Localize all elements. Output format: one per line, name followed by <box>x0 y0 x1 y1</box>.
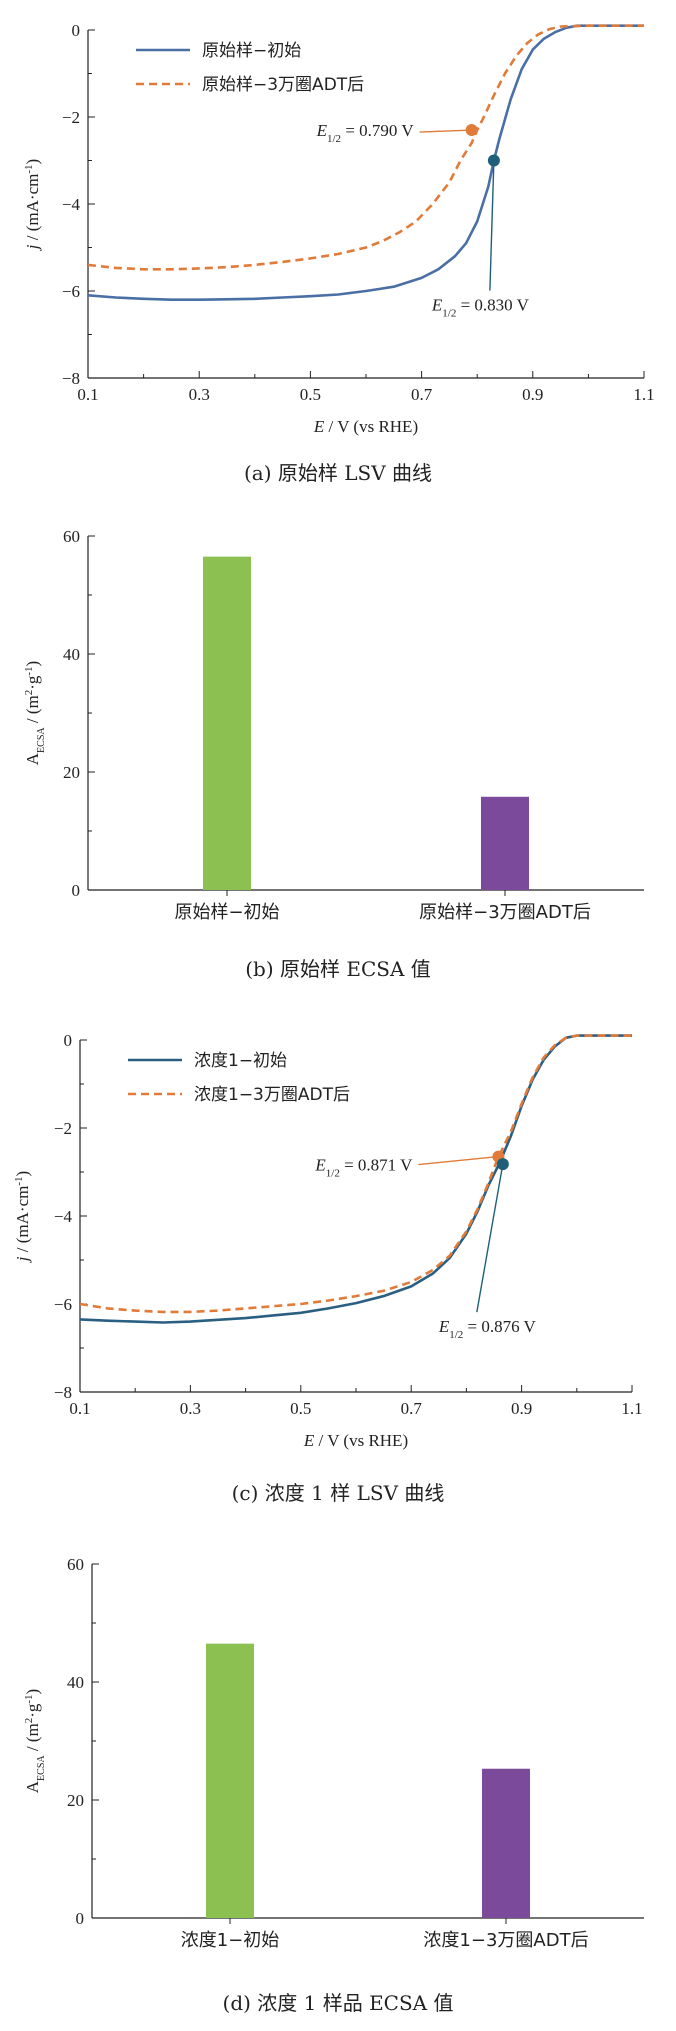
caption-b: (b) 原始样 ECSA 值 <box>245 957 431 981</box>
x-tick-label: 0.5 <box>290 1399 311 1418</box>
legend-label-2: 浓度1−3万圈ADT后 <box>194 1085 350 1105</box>
category-label-1: 浓度1−初始 <box>181 1930 280 1951</box>
marker-point-1 <box>465 124 478 137</box>
y-tick-label: −2 <box>54 1119 72 1138</box>
series-line-2 <box>87 24 644 271</box>
bar-1 <box>206 1643 254 1918</box>
series-line-1 <box>79 1034 632 1324</box>
x-tick-label: 0.5 <box>300 385 321 404</box>
y-tick-label: −8 <box>62 369 80 388</box>
y-tick-label: 20 <box>67 1791 84 1810</box>
y-tick-label: 0 <box>72 21 81 40</box>
legend-label-1: 浓度1−初始 <box>194 1051 287 1071</box>
marker-point-2 <box>496 1158 509 1171</box>
marker-leader-1 <box>418 1155 499 1166</box>
marker-label-2: E1/2 = 0.876 V <box>438 1317 537 1341</box>
series-line-1 <box>87 24 644 301</box>
y-tick-label: −4 <box>62 195 81 214</box>
x-tick-label: 1.1 <box>621 1399 642 1418</box>
y-tick-label: 20 <box>63 763 80 782</box>
bar-2 <box>482 1768 530 1918</box>
x-tick-label: 0.3 <box>189 385 210 404</box>
category-label-2: 浓度1−3万圈ADT后 <box>423 1930 588 1951</box>
chart-b: 0 20 40 60 原始样−初始 原始样−3万圈ADT后 AECSA / (m2·g-1) <box>23 527 644 923</box>
x-tick-label: 0.9 <box>522 385 543 404</box>
marker-label-1: E1/2 = 0.790 V <box>316 121 415 145</box>
y-tick-label: 0 <box>64 1031 73 1050</box>
caption-d: (d) 浓度 1 样品 ECSA 值 <box>223 1991 454 2015</box>
y-axis-title: AECSA / (m2·g-1) <box>23 661 47 765</box>
x-tick-label: 0.9 <box>511 1399 532 1418</box>
marker-leader-2 <box>476 1163 504 1313</box>
marker-label-1: E1/2 = 0.871 V <box>314 1156 413 1180</box>
y-axis-title: AECSA / (m2·g-1) <box>23 1689 47 1793</box>
x-tick-label: 1.1 <box>633 385 654 404</box>
x-tick-label: 0.1 <box>69 1399 90 1418</box>
y-tick-label: 40 <box>63 645 80 664</box>
y-axis-title: j / (mA·cm-1) <box>23 159 42 251</box>
series-line-2 <box>79 1034 632 1314</box>
y-tick-label: 0 <box>76 1909 85 1928</box>
x-tick-label: 0.3 <box>180 1399 201 1418</box>
y-tick-label: −2 <box>62 108 80 127</box>
y-tick-label: −6 <box>54 1295 72 1314</box>
chart-c: 0.1 0.3 0.5 0.7 0.9 1.1 0 −2 −4 −6 −8 E / V (vs RHE… <box>13 1031 643 1450</box>
y-tick-label: −4 <box>54 1207 73 1226</box>
x-axis-title: E / V (vs RHE) <box>303 1431 408 1450</box>
category-label-2: 原始样−3万圈ADT后 <box>419 902 591 923</box>
caption-a: (a) 原始样 LSV 曲线 <box>244 461 432 485</box>
caption-c: (c) 浓度 1 样 LSV 曲线 <box>232 1481 445 1505</box>
y-tick-label: 60 <box>63 527 80 546</box>
y-tick-label: 60 <box>67 1555 84 1574</box>
marker-label-2: E1/2 = 0.830 V <box>431 296 530 320</box>
y-tick-label: 0 <box>72 881 81 900</box>
category-label-1: 原始样−初始 <box>174 902 279 923</box>
legend-label-2: 原始样−3万圈ADT后 <box>202 75 364 95</box>
y-tick-label: 40 <box>67 1673 84 1692</box>
y-tick-label: −6 <box>62 282 80 301</box>
x-tick-label: 0.1 <box>77 385 98 404</box>
bar-2 <box>481 796 529 890</box>
chart-a: 0.1 0.3 0.5 0.7 0.9 1.1 0 −2 −4 −6 −8 E / V (vs RHE… <box>23 21 655 436</box>
marker-leader-1 <box>419 129 472 133</box>
x-axis-title: E / V (vs RHE) <box>313 417 418 436</box>
y-axis-title: j / (mA·cm-1) <box>13 1171 32 1263</box>
y-tick-label: −8 <box>54 1383 72 1402</box>
legend-label-1: 原始样−初始 <box>202 41 301 61</box>
x-tick-label: 0.7 <box>401 1399 423 1418</box>
x-tick-label: 0.7 <box>411 385 433 404</box>
marker-point-2 <box>487 154 500 167</box>
chart-d: 0 20 40 60 浓度1−初始 浓度1−3万圈ADT后 AECSA / (m2·g-1) <box>23 1555 644 1951</box>
marker-leader-2 <box>489 160 495 291</box>
bar-1 <box>203 556 251 890</box>
